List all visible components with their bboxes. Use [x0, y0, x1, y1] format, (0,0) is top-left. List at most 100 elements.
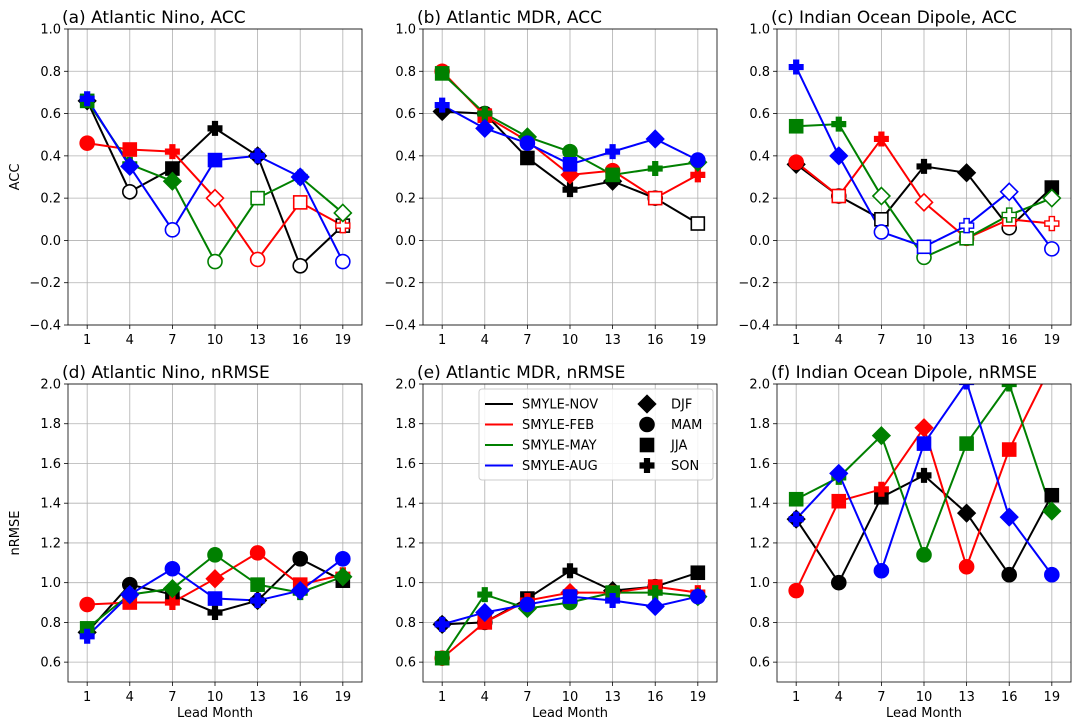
y-tick-label: −0.2	[29, 276, 61, 291]
data-point-smyle-aug-1	[79, 628, 95, 644]
data-point-smyle-aug-13	[959, 384, 975, 390]
data-point-smyle-aug-7	[164, 560, 181, 577]
data-point-smyle-nov-19	[1044, 487, 1060, 503]
data-point-smyle-may-4	[831, 116, 847, 132]
data-point-smyle-aug-19	[335, 551, 351, 567]
y-tick-label: 1.0	[749, 23, 770, 38]
data-point-smyle-aug-7	[519, 596, 536, 613]
y-tick-label: 1.2	[40, 536, 61, 551]
y-tick-label: 1.8	[40, 417, 61, 432]
data-point-smyle-may-10	[207, 547, 223, 563]
x-tick-label: 19	[690, 333, 707, 348]
y-tick-label: 0.8	[40, 616, 61, 631]
data-point-smyle-aug-10	[562, 157, 578, 172]
y-tick-label: 1.6	[395, 457, 416, 472]
data-point-smyle-aug-19	[1044, 566, 1060, 583]
data-point-smyle-aug-7	[519, 135, 536, 151]
data-point-smyle-may-7	[871, 426, 892, 446]
x-tick-label: 4	[126, 333, 134, 348]
y-tick-label: 0.4	[749, 149, 770, 164]
data-point-smyle-nov-7	[520, 150, 535, 166]
data-point-smyle-nov-16	[292, 257, 309, 274]
y-axis-label: ACC	[8, 164, 23, 191]
x-tick-label: 16	[292, 333, 309, 348]
x-tick-label: 4	[835, 690, 843, 705]
chart-title-c: (c) Indian Ocean Dipole, ACC	[771, 8, 1017, 28]
data-point-smyle-nov-10	[562, 182, 578, 198]
data-point-smyle-may-19	[333, 567, 353, 587]
data-point-smyle-feb-7	[164, 144, 180, 160]
y-tick-label: 0.0	[749, 234, 770, 249]
y-tick-label: 1.0	[40, 576, 61, 591]
data-point-smyle-aug-10	[916, 239, 932, 255]
data-point-smyle-may-19	[1042, 188, 1062, 208]
data-point-smyle-nov-10	[916, 158, 932, 174]
x-tick-label: 13	[958, 690, 975, 705]
plot-area-c	[786, 59, 1062, 266]
plot-area-f	[786, 384, 1062, 599]
data-point-smyle-aug-16	[290, 167, 310, 187]
data-point-smyle-nov-13	[956, 163, 977, 183]
data-point-smyle-feb-1	[79, 596, 95, 613]
x-tick-label: 19	[1044, 333, 1061, 348]
data-point-smyle-nov-16	[1001, 566, 1018, 583]
data-point-smyle-aug-4	[829, 146, 849, 166]
data-point-smyle-feb-10	[914, 418, 934, 438]
data-point-smyle-may-16	[647, 161, 663, 177]
data-point-smyle-aug-7	[873, 562, 890, 579]
plot-area-e	[432, 563, 708, 666]
data-point-smyle-may-7	[871, 186, 892, 206]
y-tick-label: 0.8	[40, 65, 61, 80]
x-tick-label: 10	[562, 333, 579, 348]
y-tick-label: 1.4	[749, 497, 770, 512]
x-tick-label: 10	[916, 690, 933, 705]
x-tick-label: 10	[562, 690, 579, 705]
data-point-smyle-nov-16	[292, 551, 309, 567]
data-point-smyle-aug-16	[999, 507, 1019, 527]
y-tick-label: 1.4	[40, 497, 61, 512]
x-tick-label: 10	[916, 333, 933, 348]
data-point-smyle-nov-7	[874, 211, 889, 227]
y-tick-label: 0.6	[749, 107, 770, 122]
data-point-smyle-aug-19	[690, 152, 706, 168]
chart-title-e: (e) Atlantic MDR, nRMSE	[417, 363, 625, 383]
y-tick-label: 0.0	[395, 234, 416, 249]
x-tick-label: 19	[335, 333, 352, 348]
legend-line-label: SMYLE-FEB	[522, 418, 594, 433]
data-point-smyle-aug-4	[120, 156, 140, 177]
y-tick-label: −0.2	[384, 276, 416, 291]
x-tick-label: 7	[523, 333, 531, 348]
data-point-smyle-feb-13	[958, 558, 975, 575]
legend-line-label: SMYLE-AUG	[522, 459, 598, 474]
data-point-smyle-nov-10	[916, 467, 932, 483]
chart-title-d: (d) Atlantic Nino, nRMSE	[62, 363, 270, 383]
plot-area-a	[77, 91, 353, 274]
y-tick-label: 0.6	[40, 656, 61, 671]
legend-marker-square-icon	[639, 437, 655, 453]
data-point-smyle-nov-10	[207, 604, 223, 620]
data-point-smyle-aug-10	[207, 591, 223, 606]
x-tick-label: 13	[604, 690, 621, 705]
data-point-smyle-feb-4	[831, 188, 847, 204]
x-tick-label: 7	[877, 690, 885, 705]
y-tick-label: 1.8	[395, 417, 416, 432]
data-point-smyle-nov-4	[830, 574, 847, 591]
data-point-smyle-aug-4	[829, 463, 849, 484]
y-tick-label: 0.8	[749, 65, 770, 80]
data-point-smyle-aug-13	[250, 148, 266, 164]
data-point-smyle-aug-16	[290, 580, 310, 601]
data-point-smyle-may-13	[605, 167, 620, 183]
data-point-smyle-aug-1	[434, 616, 450, 632]
data-point-smyle-feb-1	[788, 154, 804, 170]
data-point-smyle-may-13	[959, 436, 974, 451]
x-tick-label: 19	[690, 690, 707, 705]
y-tick-label: 0.8	[395, 65, 416, 80]
data-point-smyle-may-4	[477, 587, 493, 603]
x-tick-label: 19	[1044, 690, 1061, 705]
data-point-smyle-feb-19	[1044, 215, 1060, 232]
data-point-smyle-aug-4	[120, 584, 140, 605]
y-tick-label: 1.4	[395, 497, 416, 512]
y-tick-label: 0.8	[395, 616, 416, 631]
data-point-smyle-may-13	[250, 190, 265, 206]
data-point-smyle-may-13	[959, 231, 974, 246]
